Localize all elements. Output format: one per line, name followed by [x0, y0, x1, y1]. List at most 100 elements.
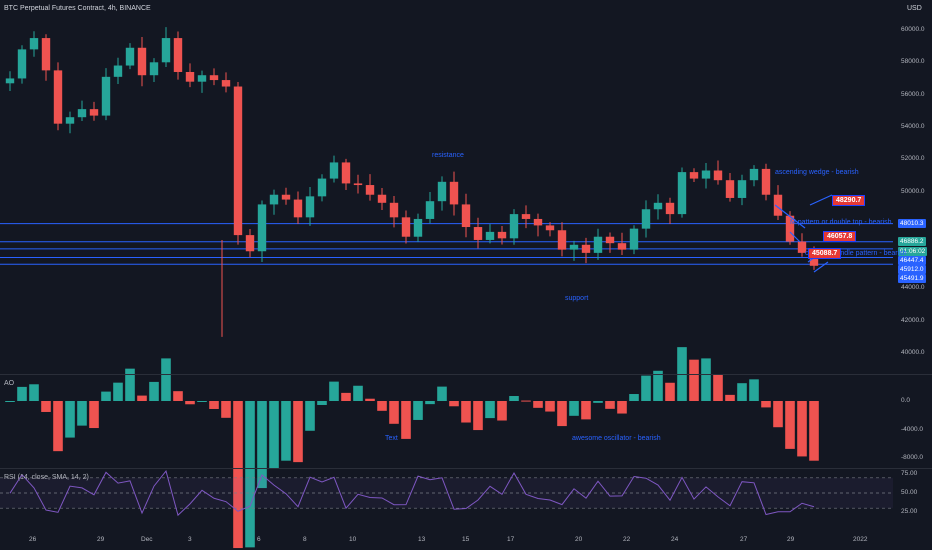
- ao-bar: [545, 401, 555, 412]
- ao-bar: [641, 375, 651, 401]
- ao-bar: [497, 401, 507, 421]
- price-tag: 46886.2: [898, 236, 926, 246]
- currency-label[interactable]: USD: [907, 5, 922, 12]
- callout-price-3[interactable]: 45088.7: [808, 248, 842, 259]
- price-tag: 01:06:02: [898, 247, 928, 257]
- candle-body: [449, 181, 459, 205]
- candle-body: [101, 76, 111, 116]
- callout-price-2[interactable]: 46057.8: [823, 231, 857, 242]
- ao-axis-label: -4000.0: [901, 425, 924, 433]
- time-axis-label: 29: [97, 536, 105, 543]
- time-axis-label: 29: [787, 536, 795, 543]
- chart-title: BTC Perpetual Futures Contract, 4h, BINA…: [4, 5, 151, 12]
- time-axis-label: 8: [303, 536, 307, 543]
- cup-handle-annotation[interactable]: cup with handle pattern - bearish: [805, 250, 907, 257]
- candle-body: [713, 170, 723, 181]
- price-tag: 48010.3: [898, 218, 926, 228]
- candle-body: [521, 214, 531, 219]
- candle-body: [653, 202, 663, 210]
- candle-body: [569, 244, 579, 250]
- ao-bar: [149, 381, 159, 401]
- text-annotation[interactable]: Text: [385, 435, 398, 442]
- double-top-annotation[interactable]: M pattern or double top - bearish: [790, 219, 892, 226]
- candle-body: [185, 71, 195, 82]
- ao-bar: [125, 368, 135, 401]
- candle-body: [113, 65, 123, 77]
- ao-pane-label: AO: [4, 380, 15, 387]
- ao-bar: [485, 401, 495, 419]
- candle-body: [65, 117, 75, 124]
- candle-body: [29, 38, 39, 50]
- candle-body: [629, 228, 639, 250]
- time-axis-label: 20: [575, 536, 583, 543]
- ao-bar: [281, 401, 291, 461]
- ao-bar: [113, 382, 123, 401]
- ao-bar: [137, 395, 147, 401]
- price-tag: 46447.4: [898, 255, 926, 265]
- ao-bar: [401, 401, 411, 439]
- ao-bar: [569, 401, 579, 416]
- time-axis-label: 15: [462, 536, 470, 543]
- ascending-wedge-annotation[interactable]: ascending wedge - bearish: [775, 169, 859, 176]
- ao-bar: [761, 401, 771, 408]
- candle-body: [317, 178, 327, 197]
- time-axis-label: 6: [257, 536, 261, 543]
- rsi-axis-label: 75.00: [901, 470, 918, 477]
- time-axis-label: 26: [29, 536, 37, 543]
- ao-bar: [809, 401, 819, 461]
- ao-bar: [269, 401, 279, 469]
- annotation-arrow: [809, 194, 833, 206]
- candle-body: [305, 196, 315, 218]
- ao-bar: [377, 401, 387, 411]
- candle-body: [485, 231, 495, 240]
- ao-bar: [749, 379, 759, 401]
- support-annotation[interactable]: support: [565, 295, 589, 302]
- ao-bar: [785, 401, 795, 449]
- candle-body: [533, 218, 543, 226]
- pane-divider-ao[interactable]: [0, 374, 932, 375]
- ao-bar: [221, 401, 231, 418]
- ao-bearish-annotation[interactable]: awesome oscillator - bearish: [572, 435, 661, 442]
- ao-bar: [665, 382, 675, 401]
- ao-bar: [689, 359, 699, 401]
- callout-price-1[interactable]: 48290.7: [832, 195, 866, 206]
- rsi-pane-label: RSI (14, close, SMA, 14, 2): [4, 474, 89, 481]
- time-axis-label: 22: [623, 536, 631, 543]
- price-axis-label: 56000.0: [901, 90, 925, 98]
- resistance-annotation[interactable]: resistance: [432, 152, 464, 159]
- candle-body: [137, 47, 147, 76]
- ao-bar: [521, 400, 531, 402]
- ao-bar: [257, 401, 267, 489]
- time-axis-label: 2022: [853, 536, 868, 543]
- candle-body: [77, 109, 87, 118]
- ao-bar: [329, 381, 339, 401]
- price-axis-label: 42000.0: [901, 316, 925, 324]
- ao-bar: [389, 401, 399, 424]
- ao-bar: [293, 401, 303, 463]
- candle-body: [725, 180, 735, 198]
- candle-body: [689, 172, 699, 179]
- candle-body: [149, 62, 159, 76]
- candle-body: [761, 168, 771, 195]
- ao-bar: [437, 386, 447, 401]
- rsi-axis-label: 50.00: [901, 489, 918, 496]
- ao-bar: [737, 383, 747, 401]
- candle-body: [413, 218, 423, 237]
- candle-body: [545, 225, 555, 231]
- rsi-line: [9, 470, 815, 517]
- candle-body: [245, 235, 255, 252]
- pane-divider-rsi[interactable]: [0, 468, 932, 469]
- ao-bar: [605, 401, 615, 409]
- ao-bar: [629, 394, 639, 401]
- price-tag: 45491.9: [898, 273, 926, 283]
- candle-body: [269, 194, 279, 205]
- ao-bar: [533, 401, 543, 408]
- ao-bar: [593, 401, 603, 403]
- candle-body: [665, 202, 675, 215]
- candle-body: [581, 244, 591, 253]
- candle-body: [509, 214, 519, 239]
- ao-bar: [449, 401, 459, 407]
- candle-body: [41, 38, 51, 71]
- candle-body: [473, 227, 483, 240]
